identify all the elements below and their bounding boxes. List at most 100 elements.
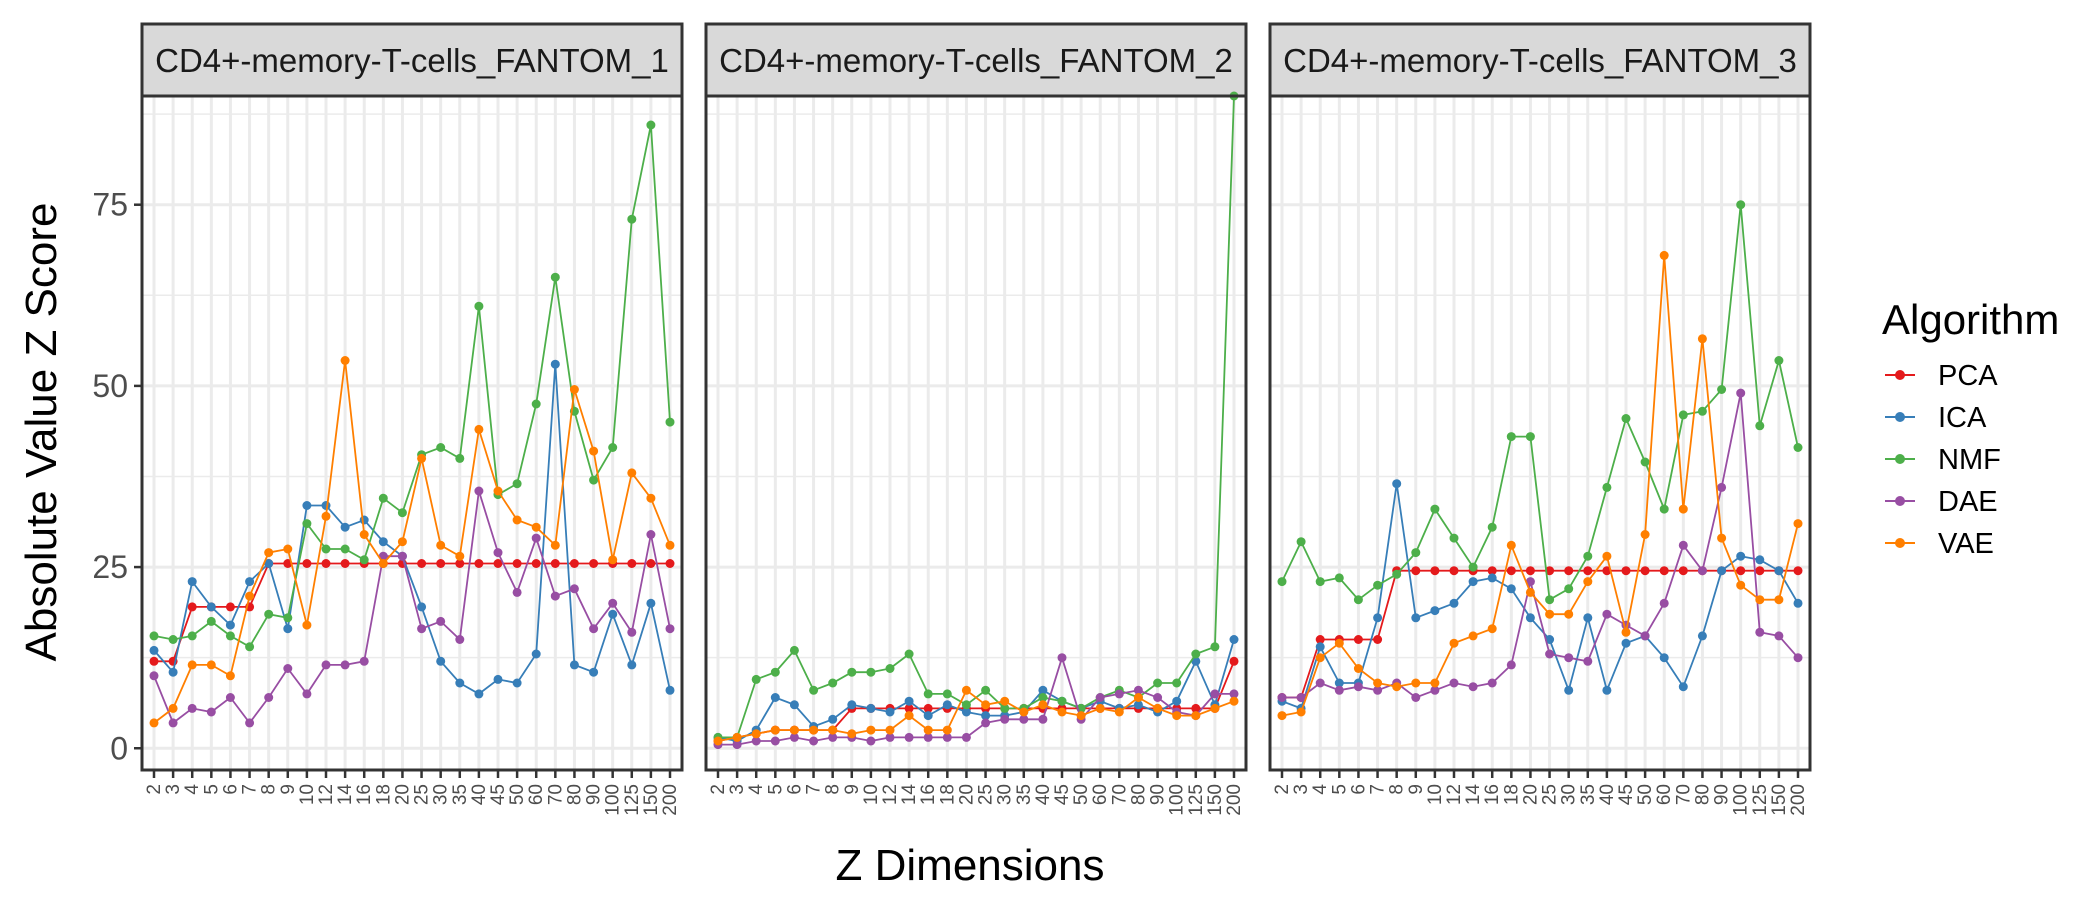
data-point-vae	[732, 732, 742, 742]
data-point-vae	[1774, 595, 1784, 605]
data-point-dae	[942, 732, 952, 742]
x-tick-label: 70	[1109, 784, 1130, 805]
facets-layer: CD4+-memory-T-cells_FANTOM_1 234567891012…	[92, 22, 1812, 816]
data-point-ica	[1430, 606, 1440, 616]
data-point-nmf	[283, 613, 293, 623]
data-point-vae	[809, 725, 819, 735]
panel-border	[1268, 94, 1812, 772]
data-point-nmf	[436, 443, 446, 452]
data-point-dae	[828, 732, 838, 742]
data-point-ica	[627, 660, 637, 670]
data-point-nmf	[512, 479, 522, 489]
series-line-pca	[1282, 569, 1798, 699]
data-point-nmf	[1057, 696, 1067, 706]
data-point-ica	[436, 656, 446, 666]
data-point-ica	[1449, 598, 1459, 608]
data-point-dae	[1487, 678, 1497, 688]
data-point-nmf	[1296, 537, 1306, 547]
data-point-dae	[359, 656, 369, 666]
data-point-vae	[1736, 580, 1746, 590]
data-point-pca	[321, 559, 331, 568]
x-tick-label: 16	[1482, 784, 1503, 805]
data-point-nmf	[1697, 406, 1707, 416]
data-point-ica	[1411, 613, 1421, 623]
data-point-nmf	[187, 631, 197, 641]
data-point-dae	[961, 732, 971, 742]
data-point-pca	[455, 559, 465, 568]
data-point-pca	[1487, 566, 1497, 576]
data-point-nmf	[981, 685, 991, 695]
y-axis-ticks: 0 25 50 75	[92, 187, 142, 766]
facet-strip-label: CD4+-memory-T-cells_FANTOM_1	[155, 42, 669, 79]
data-point-pca	[474, 559, 484, 568]
data-point-ica	[417, 602, 427, 612]
data-point-vae	[321, 511, 331, 521]
data-point-ica	[828, 714, 838, 724]
data-point-vae	[512, 515, 522, 525]
x-tick-label: 125	[622, 784, 643, 816]
x-tick-label: 7	[1368, 784, 1389, 795]
data-point-ica	[512, 678, 522, 688]
data-point-dae	[168, 718, 178, 728]
data-point-dae	[646, 530, 656, 539]
data-point-ica	[225, 620, 235, 630]
data-point-nmf	[1602, 482, 1612, 492]
data-point-nmf	[1621, 414, 1631, 423]
data-point-vae	[1621, 627, 1631, 637]
series-line-ica	[153, 364, 671, 695]
data-point-dae	[397, 551, 407, 561]
data-point-ica	[1172, 696, 1182, 706]
data-point-nmf	[1736, 200, 1746, 210]
data-point-ica	[608, 609, 618, 619]
data-point-dae	[1019, 714, 1029, 724]
data-point-vae	[1411, 678, 1421, 688]
data-point-nmf	[340, 544, 350, 554]
data-point-vae	[474, 424, 484, 434]
x-tick-label: 50	[1635, 784, 1656, 805]
data-point-vae	[627, 468, 637, 478]
y-tick-label: 75	[92, 187, 128, 223]
x-tick-label: 125	[1186, 784, 1207, 816]
facet-strip	[704, 22, 1248, 98]
data-point-nmf	[1487, 522, 1497, 532]
data-point-ica	[1697, 631, 1707, 641]
x-axis-ticks: 2345678910121416182025303540455060708090…	[144, 770, 681, 816]
data-point-vae	[1678, 504, 1688, 514]
legend-item-nmf: NMF	[1885, 444, 2001, 476]
data-point-dae	[1315, 678, 1325, 688]
data-point-nmf	[302, 519, 312, 529]
data-point-vae	[1659, 250, 1669, 260]
x-tick-label: 40	[1597, 784, 1618, 805]
facet-panel-3: CD4+-memory-T-cells_FANTOM_3234567891012…	[1268, 22, 1812, 816]
x-tick-label: 50	[1071, 784, 1092, 805]
series-line-dae	[718, 654, 1234, 746]
data-point-vae	[1191, 711, 1201, 721]
data-point-ica	[474, 689, 484, 699]
data-point-pca	[550, 559, 560, 568]
legend-label: ICA	[1938, 402, 1987, 434]
x-tick-label: 80	[1128, 784, 1149, 805]
data-point-vae	[646, 493, 656, 503]
data-point-ica	[206, 602, 216, 612]
data-point-nmf	[206, 616, 216, 626]
x-tick-label: 90	[1712, 784, 1733, 805]
data-point-nmf	[397, 508, 407, 518]
data-point-ica	[1506, 584, 1516, 594]
data-point-ica	[359, 515, 369, 525]
data-point-pca	[149, 656, 159, 666]
data-point-nmf	[1545, 595, 1555, 605]
x-tick-label: 50	[507, 784, 528, 805]
data-point-dae	[923, 732, 933, 742]
data-point-ica	[531, 649, 541, 659]
data-point-pca	[646, 559, 656, 568]
data-point-vae	[789, 725, 799, 735]
data-point-nmf	[1678, 410, 1688, 420]
data-point-nmf	[1774, 356, 1784, 365]
data-point-ica	[149, 645, 159, 655]
data-point-ica	[493, 674, 503, 684]
panel-series	[149, 120, 675, 728]
series-line-dae	[153, 490, 671, 725]
data-point-vae	[1545, 609, 1555, 619]
data-point-vae	[942, 725, 952, 735]
x-tick-label: 6	[1348, 784, 1369, 795]
